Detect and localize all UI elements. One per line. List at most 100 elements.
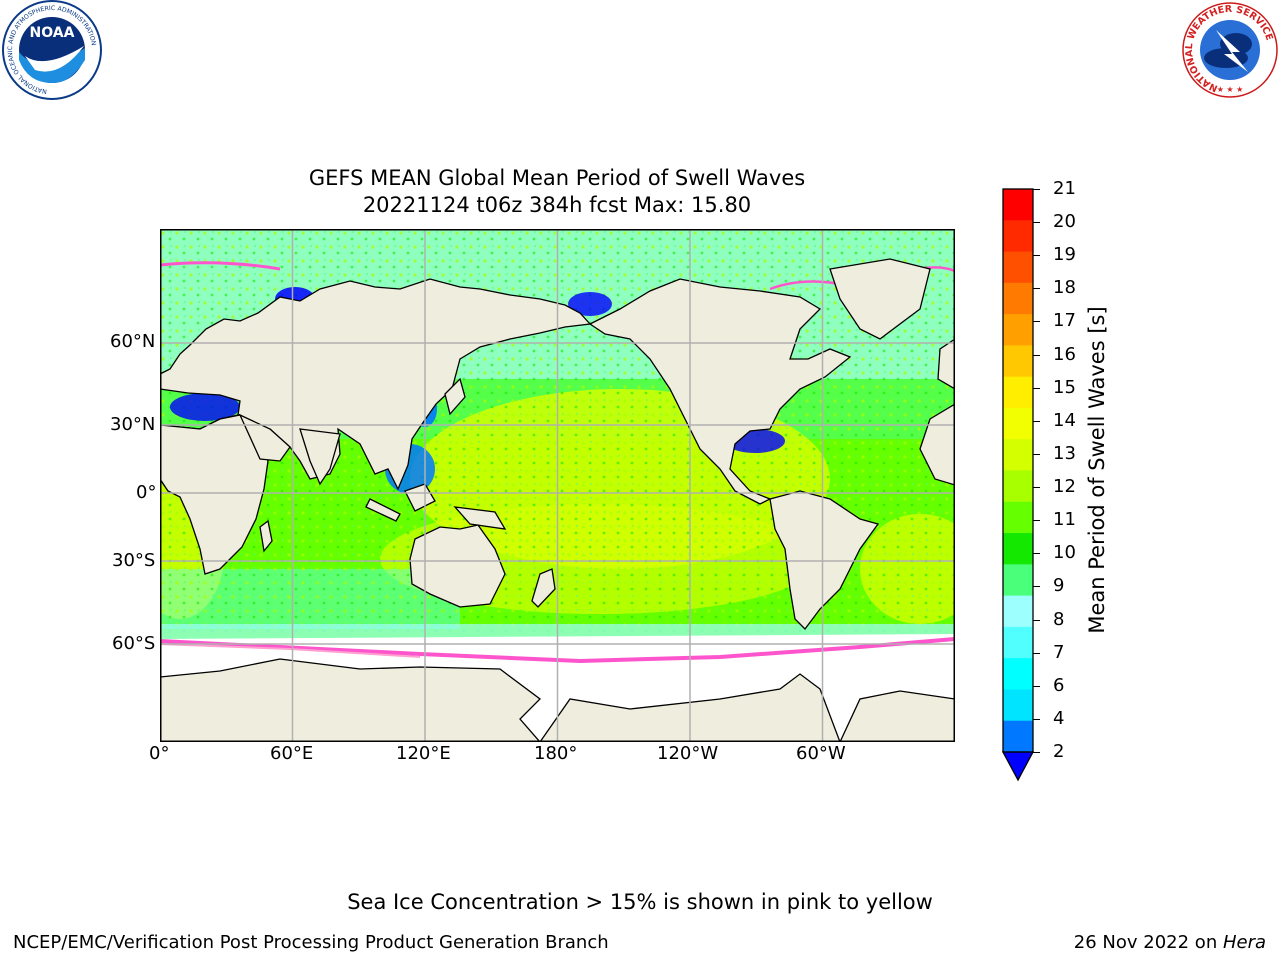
colorbar-frame	[1002, 188, 1034, 753]
colorbar-tick-label: 21	[1053, 178, 1076, 199]
colorbar-tick-mark	[1033, 354, 1040, 356]
colorbar-tick-label: 14	[1053, 409, 1076, 431]
lat-label-30s: 30°S	[112, 550, 156, 571]
colorbar-tick-mark	[1033, 255, 1040, 257]
colorbar-tick-label: 15	[1053, 376, 1076, 398]
africa-landmass	[160, 414, 269, 575]
colorbar	[1001, 188, 1035, 782]
colorbar-tick-label: 10	[1053, 542, 1076, 564]
colorbar-swatch	[1003, 439, 1033, 471]
colorbar-tick-mark	[1033, 718, 1040, 720]
colorbar-tick-label: 12	[1053, 476, 1076, 498]
land-masses	[160, 258, 955, 742]
south-america-landmass	[769, 490, 880, 630]
arabian-peninsula	[238, 413, 291, 462]
lat-label-equator: 0°	[136, 482, 157, 503]
new-zealand-islands	[531, 568, 556, 608]
new-guinea-island	[453, 506, 507, 530]
colorbar-swatch	[1003, 345, 1033, 378]
colorbar-tick-mark	[1033, 321, 1040, 323]
world-map	[160, 229, 955, 742]
colorbar-tick-mark	[1033, 453, 1040, 455]
colorbar-tick-mark	[1033, 520, 1040, 522]
colorbar-tick-mark	[1033, 189, 1040, 190]
generation-date: 26 Nov 2022 on Hera	[1074, 932, 1266, 953]
colorbar-tick-label: 16	[1053, 343, 1076, 365]
nws-logo: NATIONAL WEATHER SERVICE ★ ★ ★	[1182, 2, 1278, 98]
lon-label-180: 180°	[534, 743, 578, 764]
colorbar-tick-mark	[1033, 553, 1040, 555]
colorbar-swatch	[1003, 689, 1033, 722]
colorbar-tick-mark	[1033, 752, 1040, 753]
colorbar-tick-label: 2	[1053, 741, 1065, 762]
colorbar-swatch	[1003, 658, 1033, 690]
colorbar-tick-mark	[1033, 288, 1040, 290]
lat-label-30n: 30°N	[110, 414, 156, 435]
producer-credit: NCEP/EMC/Verification Post Processing Pr…	[13, 932, 609, 953]
colorbar-tick-label: 11	[1053, 509, 1076, 531]
chart-title: GEFS MEAN Global Mean Period of Swell Wa…	[308, 166, 806, 190]
colorbar-swatch	[1003, 626, 1033, 659]
colorbar-swatch	[1003, 720, 1033, 753]
colorbar-tick-mark	[1033, 619, 1040, 621]
lon-label-0: 0°	[149, 743, 170, 764]
colorbar-swatch	[1003, 282, 1033, 315]
colorbar-swatch	[1003, 564, 1033, 597]
colorbar-swatch	[1003, 189, 1033, 221]
lon-label-60e: 60°E	[270, 743, 314, 764]
lon-label-60w: 60°W	[796, 743, 846, 764]
colorbar-tick-label: 17	[1053, 310, 1076, 332]
colorbar-tick-mark	[1033, 222, 1040, 224]
sea-ice-edge-south	[160, 637, 955, 664]
colorbar-tick-mark	[1033, 586, 1040, 588]
colorbar-swatch	[1003, 376, 1033, 409]
colorbar-tick-mark	[1033, 685, 1040, 687]
colorbar-tick-label: 4	[1053, 707, 1065, 729]
mediterranean-low-period	[170, 393, 240, 421]
colorbar-swatch	[1003, 251, 1033, 284]
colorbar-swatch	[1003, 407, 1033, 440]
colorbar-swatch	[1003, 314, 1033, 346]
generation-date-text: 26 Nov 2022 on	[1073, 932, 1223, 953]
colorbar-swatch	[1003, 501, 1033, 534]
colorbar-tick-label: 7	[1053, 641, 1065, 663]
colorbar-tick-mark	[1033, 387, 1040, 389]
colorbar-tick-label: 13	[1053, 442, 1076, 464]
colorbar-tick-label: 6	[1053, 674, 1065, 696]
lat-label-60n: 60°N	[110, 331, 156, 352]
bering-sea-low-period	[568, 292, 612, 316]
madagascar-island	[259, 519, 273, 553]
machine-name: Hera	[1222, 932, 1266, 953]
greenland-landmass	[829, 258, 931, 340]
sea-ice-note: Sea Ice Concentration > 15% is shown in …	[347, 890, 933, 914]
colorbar-tick-label: 20	[1053, 211, 1076, 233]
east-antarctica-right	[839, 690, 955, 742]
lat-label-60s: 60°S	[112, 633, 156, 654]
australia-landmass	[409, 524, 506, 608]
graticule	[160, 229, 955, 742]
svg-text:★ ★ ★: ★ ★ ★	[1217, 85, 1244, 94]
lon-label-120w: 120°W	[657, 743, 719, 764]
india-landmass	[299, 428, 341, 486]
noaa-logo: NATIONAL OCEANIC AND ATMOSPHERIC ADMINIS…	[2, 0, 102, 100]
sea-ice-edge-north	[160, 261, 281, 271]
colorbar-swatch	[1003, 220, 1033, 253]
colorbar-tick-label: 8	[1053, 608, 1065, 630]
north-america-landmass	[588, 278, 852, 505]
colorbar-tick-label: 9	[1053, 575, 1065, 597]
colorbar-tick-mark	[1033, 652, 1040, 654]
chart-subtitle: 20221124 t06z 384h fcst Max: 15.80	[362, 193, 752, 217]
borneo-island	[404, 483, 436, 512]
colorbar-swatch	[1003, 533, 1033, 565]
colorbar-tick-mark	[1033, 420, 1040, 422]
colorbar-under-arrow	[1001, 751, 1035, 782]
colorbar-tick-mark	[1033, 487, 1040, 489]
antarctica-landmass	[160, 658, 541, 742]
map-frame	[160, 229, 955, 742]
japan-islands	[444, 377, 466, 416]
colorbar-tick-label: 18	[1053, 277, 1076, 299]
colorbar-tick-label: 19	[1053, 244, 1076, 266]
lon-label-120e: 120°E	[396, 743, 451, 764]
colorbar-swatch	[1003, 470, 1033, 503]
svg-text:NOAA: NOAA	[30, 25, 75, 41]
